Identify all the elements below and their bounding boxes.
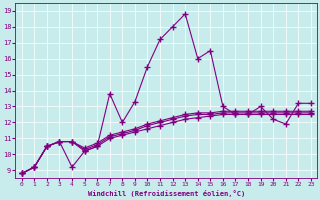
X-axis label: Windchill (Refroidissement éolien,°C): Windchill (Refroidissement éolien,°C) xyxy=(88,190,245,197)
